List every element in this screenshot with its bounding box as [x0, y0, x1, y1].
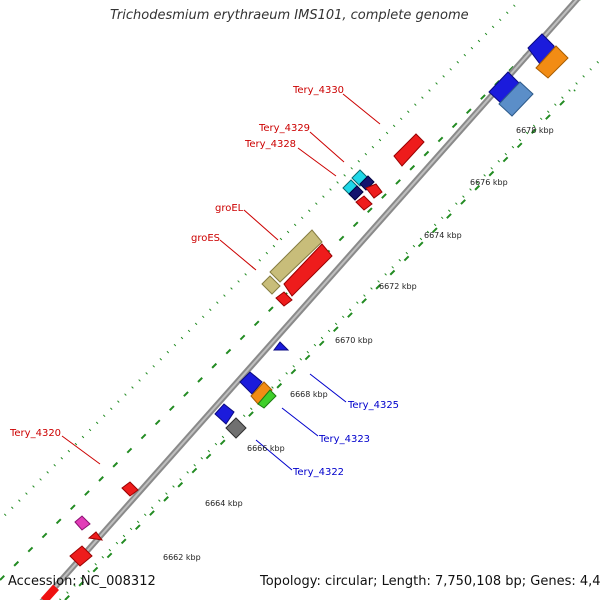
- tick-label: 6678 kbp: [516, 126, 554, 135]
- gene-orange[interactable]: [535, 45, 569, 79]
- outer-track-left: [0, 0, 521, 522]
- backbone-end-marker: [41, 584, 59, 600]
- label-tery-4320: Tery_4320: [9, 428, 61, 439]
- leader-groes: [219, 239, 257, 271]
- gene-tery-4322[interactable]: [225, 417, 247, 439]
- gene-red[interactable]: [87, 531, 104, 541]
- label-groes: groES: [191, 233, 220, 244]
- tick-label: 6666 kbp: [247, 444, 285, 453]
- gene-tery-4323[interactable]: [214, 403, 235, 425]
- label-tery-4323: Tery_4323: [318, 434, 370, 445]
- tick-label: 6664 kbp: [205, 499, 243, 508]
- genes: [69, 33, 569, 567]
- gene-navy[interactable]: [348, 185, 364, 201]
- gene-red[interactable]: [283, 243, 333, 297]
- label-tery-4328: Tery_4328: [244, 139, 296, 150]
- gene-blue[interactable]: [273, 341, 290, 351]
- label-groel: groEL: [215, 203, 244, 214]
- gene-red[interactable]: [69, 545, 93, 567]
- gene-groes[interactable]: [261, 275, 281, 295]
- leader-tery-4328: [297, 147, 337, 177]
- leader-tery-4320: [61, 435, 101, 465]
- label-tery-4330: Tery_4330: [292, 85, 344, 96]
- leader-lines: [61, 93, 381, 471]
- label-tery-4329: Tery_4329: [258, 123, 310, 134]
- outer-track-right: [59, 59, 600, 600]
- gene-magenta[interactable]: [74, 515, 91, 531]
- label-tery-4325: Tery_4325: [347, 400, 399, 411]
- genome-backbone-highlight: [42, 0, 578, 600]
- gene-tery-4320[interactable]: [121, 481, 139, 497]
- tick-label: 6676 kbp: [470, 178, 508, 187]
- tick-label: 6674 kbp: [424, 231, 462, 240]
- tick-label: 6670 kbp: [335, 336, 373, 345]
- map-title: Trichodesmium erythraeum IMS101, complet…: [110, 8, 469, 23]
- tick-label: 6668 kbp: [290, 390, 328, 399]
- inner-track-right: [64, 89, 576, 600]
- leader-tery-4329: [309, 131, 345, 163]
- leader-tery-4325: [309, 373, 347, 403]
- leader-tery-4323: [281, 407, 319, 437]
- leader-tery-4330: [342, 93, 381, 125]
- accession-text: Accession: NC_008312: [8, 574, 156, 589]
- topology-text: Topology: circular; Length: 7,750,108 bp…: [260, 574, 600, 589]
- gene-tery-4330[interactable]: [393, 133, 425, 167]
- gene-green[interactable]: [257, 389, 277, 409]
- gene-red[interactable]: [365, 183, 383, 199]
- gene-red[interactable]: [355, 195, 373, 211]
- leader-tery-4322: [255, 439, 293, 471]
- label-tery-4322: Tery_4322: [292, 467, 344, 478]
- tick-label: 6662 kbp: [163, 553, 201, 562]
- gene-navy[interactable]: [359, 175, 375, 191]
- leader-groel: [243, 209, 279, 241]
- gene-orange[interactable]: [250, 381, 273, 405]
- gene-tery-4325[interactable]: [239, 371, 263, 395]
- inner-track-left: [0, 0, 581, 581]
- gene-red[interactable]: [275, 291, 293, 307]
- tick-label: 6672 kbp: [379, 282, 417, 291]
- gene-steelblue[interactable]: [498, 81, 534, 117]
- gene-groel[interactable]: [269, 229, 323, 283]
